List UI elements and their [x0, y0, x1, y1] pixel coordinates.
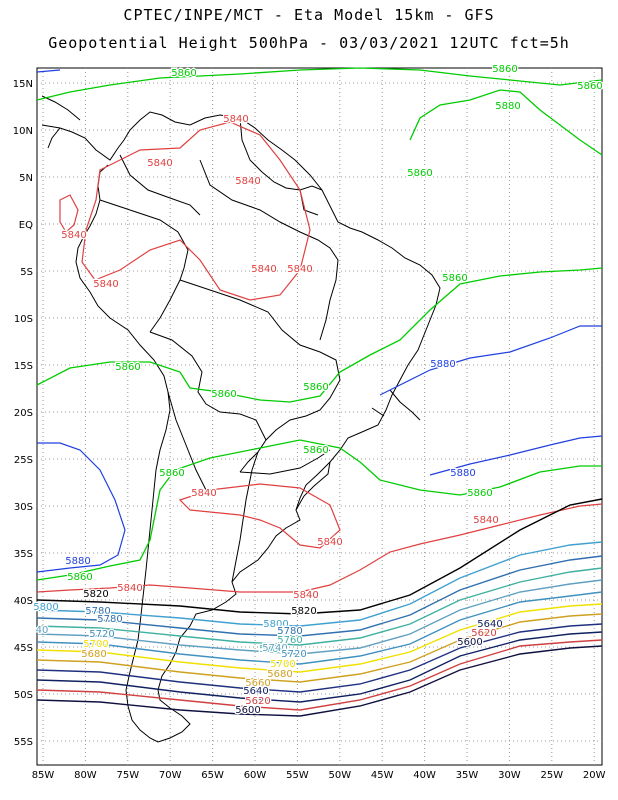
contour-5880 [36, 69, 603, 573]
contour-label: 5780 [85, 606, 110, 617]
contour-labels: 5860 5860 5860 5880 5860 5860 5860 5860 5860 5860… [32, 63, 604, 718]
x-tick-label: 80W [74, 770, 97, 781]
y-tick-label: 30S [14, 502, 33, 513]
contour-label: 5860 [577, 81, 602, 92]
contour-label: 5880 [450, 468, 475, 479]
contour-label: 5880 [65, 556, 90, 567]
contour-label: 5780 [277, 626, 302, 637]
contour-label: 5800 [33, 602, 58, 613]
contour-label: 5720 [89, 629, 114, 640]
x-tick-label: 25W [540, 770, 563, 781]
contour-bands [36, 498, 603, 717]
contour-label: 5780 [97, 614, 122, 625]
y-tick-label: EQ [19, 220, 33, 231]
contour-label: 40 [36, 625, 49, 636]
contour-label: 5800 [263, 619, 288, 630]
contour-label: 5840 [473, 515, 498, 526]
contour-label: 5860 [171, 68, 196, 79]
y-tick-label: 45S [14, 643, 33, 654]
contour-label: 5600 [235, 705, 260, 716]
contour-label: 5660 [245, 678, 270, 689]
contour-label: 5840 [147, 158, 172, 169]
y-tick-label: 15N [13, 79, 33, 90]
x-tick-label: 55W [286, 770, 309, 781]
contour-label: 5860 [492, 64, 517, 75]
x-tick-label: 40W [413, 770, 436, 781]
contour-label: 5860 [303, 382, 328, 393]
y-tick-label: 50S [14, 690, 33, 701]
contour-label: 5760 [259, 644, 284, 655]
y-tick-label: 55S [14, 737, 33, 748]
contour-label: 5620 [245, 696, 270, 707]
contour-label: 5640 [477, 619, 502, 630]
contour-label: 5860 [115, 362, 140, 373]
contour-label: 5740 [262, 643, 287, 654]
contour-label: 5600 [457, 637, 482, 648]
y-tick-label: 5N [19, 173, 33, 184]
contour-label: 5840 [293, 590, 318, 601]
y-tick-label: 5S [20, 267, 33, 278]
contour-label: 5680 [81, 649, 106, 660]
x-tick-label: 75W [116, 770, 139, 781]
contour-label: 5880 [495, 101, 520, 112]
x-tick-label: 50W [328, 770, 351, 781]
x-tick-label: 70W [159, 770, 182, 781]
coastlines [41, 95, 441, 743]
x-tick-label: 85W [32, 770, 55, 781]
contour-label: 5860 [159, 468, 184, 479]
x-tick-label: 20W [583, 770, 606, 781]
contour-label: 5840 [223, 114, 248, 125]
contour-label: 5840 [61, 230, 86, 241]
contour-5860-north [36, 67, 603, 581]
y-tick-label: 35S [14, 549, 33, 560]
x-tick-label: 45W [371, 770, 394, 781]
contour-label: 5700 [270, 659, 295, 670]
graticule [37, 68, 602, 765]
contour-label: 5840 [317, 537, 342, 548]
contour-label: 5700 [83, 639, 108, 650]
contour-label: 5840 [235, 176, 260, 187]
y-tick-label: 40S [14, 596, 33, 607]
contour-label: 5860 [67, 572, 92, 583]
contour-label: 5860 [442, 273, 467, 284]
map-title-line-2: Geopotential Height 500hPa - 03/03/2021 … [48, 34, 570, 52]
contour-label: 5860 [303, 445, 328, 456]
axis-ticks: 85W 80W 75W 70W 65W 60W 55W 50W 45W 40W 35W 30W 25W 2… [13, 79, 606, 781]
map-title-line-1: CPTEC/INPE/MCT - Eta Model 15km - GFS [123, 6, 495, 24]
contour-label: 5760 [277, 635, 302, 646]
y-tick-label: 20S [14, 408, 33, 419]
contour-5840 [36, 121, 603, 593]
x-tick-label: 35W [456, 770, 479, 781]
y-tick-label: 10N [13, 126, 33, 137]
contour-label: 5840 [93, 279, 118, 290]
contour-label: 5860 [407, 168, 432, 179]
contour-label: 5840 [287, 264, 312, 275]
map-frame [36, 67, 603, 766]
y-tick-label: 15S [14, 361, 33, 372]
x-tick-label: 30W [498, 770, 521, 781]
y-tick-label: 25S [14, 455, 33, 466]
contour-label: 5880 [430, 359, 455, 370]
x-tick-label: 60W [244, 770, 267, 781]
y-tick-label: 10S [14, 314, 33, 325]
contour-label: 5840 [191, 488, 216, 499]
contour-label: 5720 [281, 649, 306, 660]
x-tick-label: 65W [201, 770, 224, 781]
contour-label: 5820 [291, 606, 316, 617]
contour-label: 5860 [211, 389, 236, 400]
contour-label: 5840 [117, 583, 142, 594]
contour-label: 5620 [471, 628, 496, 639]
contour-label: 5680 [267, 669, 292, 680]
contour-label: 5840 [251, 264, 276, 275]
contour-label: 5860 [467, 488, 492, 499]
contour-label: 5640 [243, 686, 268, 697]
contour-label: 5820 [83, 589, 108, 600]
